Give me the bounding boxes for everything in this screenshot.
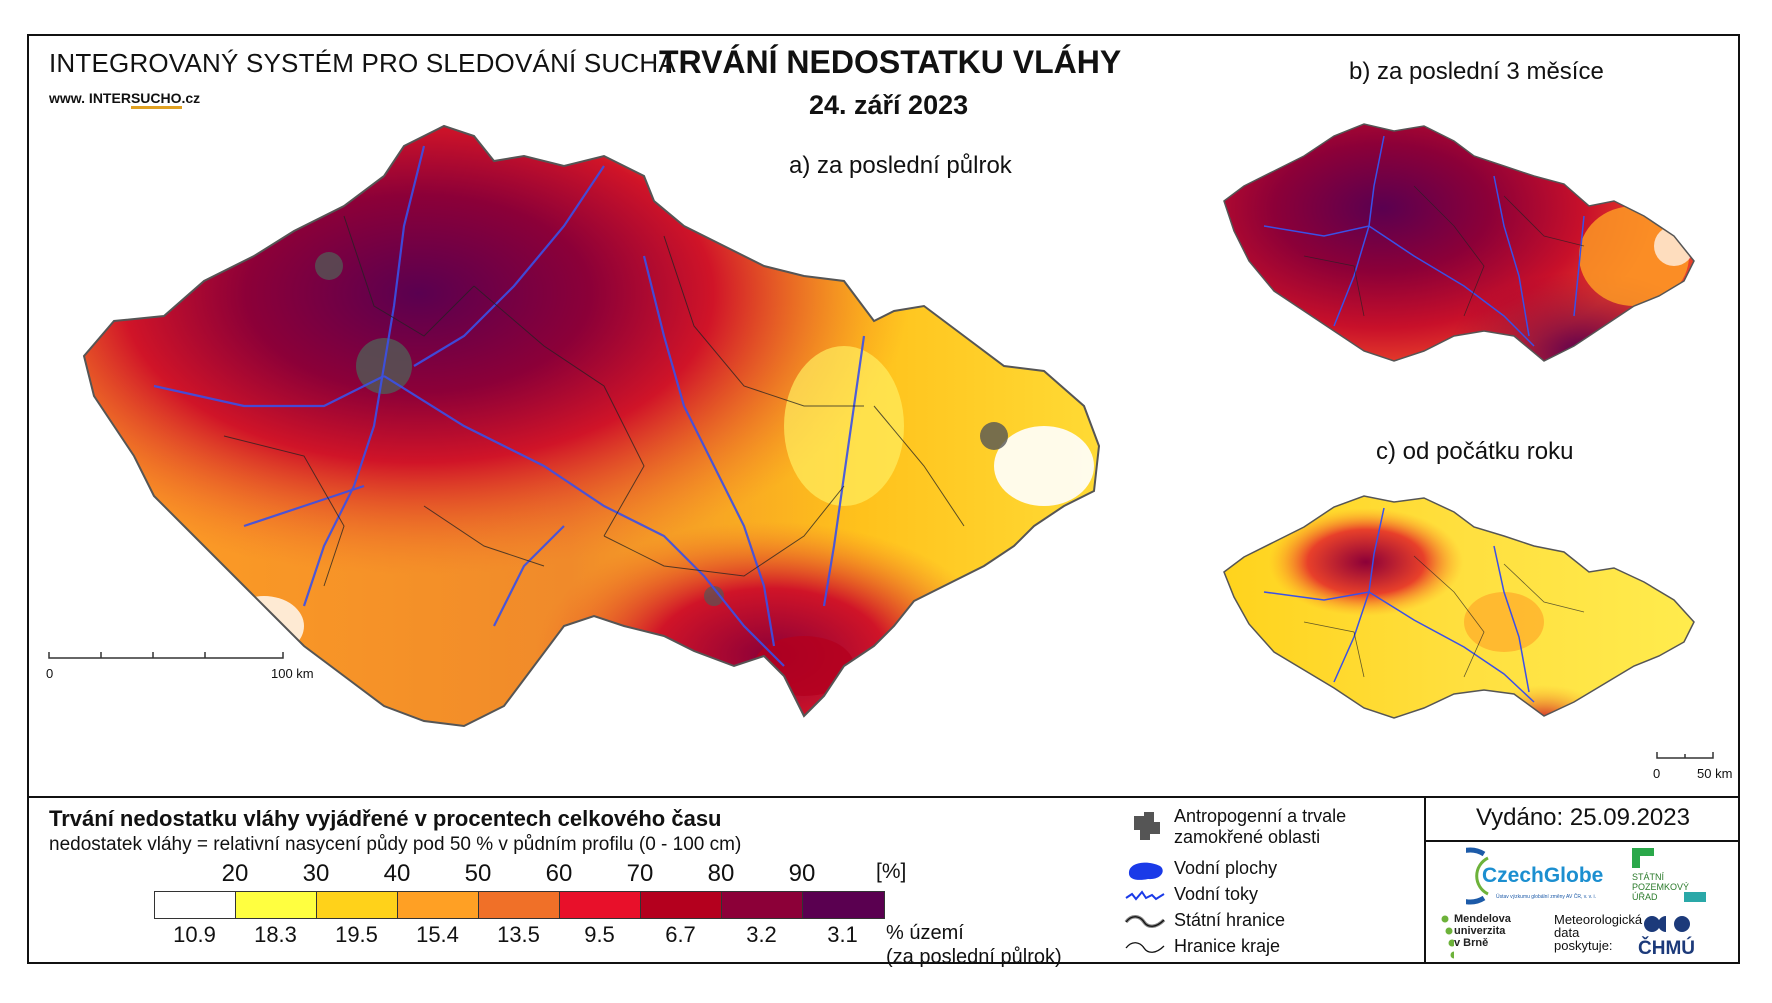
issuer-panel: Vydáno: 25.09.2023 CzechGlobe Ústav výzk… [1424,798,1740,964]
map-b-label: b) za poslední 3 měsíce [1349,58,1604,85]
svg-text:0: 0 [1653,766,1660,781]
legend-threshold: 90 [788,860,816,887]
legend-threshold: 20 [221,860,249,887]
legend-area-share: 3.2 [746,922,777,947]
legend-swatch [479,892,560,918]
czechglobe-logo: CzechGlobe Ústav výzkumu globální změny … [1466,847,1603,905]
map-c-label: c) od počátku roku [1376,438,1574,465]
mendel-dots-icon [1441,915,1454,959]
system-title: INTEGROVANÝ SYSTÉM PRO SLEDOVÁNÍ SUCHA [49,48,676,78]
water-course-icon [1125,890,1165,901]
water-body-icon [1128,862,1163,880]
state-border-icon [1124,915,1166,928]
legend-title: Trvání nedostatku vláhy vyjádřené v proc… [49,806,722,831]
map-a-label: a) za poslední půlrok [789,152,1012,179]
meteo-data-provider: Meteorologická data poskytuje: [1554,912,1643,953]
legend-swatch [803,892,884,918]
legend-threshold: 60 [545,860,573,887]
legend-area-share: 6.7 [665,922,696,947]
anthropogenic-area-icon [1134,812,1160,840]
region-border-icon [1125,942,1165,953]
legend-area-share: 15.4 [416,922,459,947]
mendel-university-logo: Mendelova univerzita v Brně [1441,913,1511,959]
legend-threshold: 50 [464,860,492,887]
legend-area-share: 9.5 [584,922,615,947]
legend-swatch [236,892,317,918]
legend-unit: [%] [876,860,907,883]
legend-subtitle: nedostatek vláhy = relativní nasycení pů… [49,834,742,855]
legend-swatch [398,892,479,918]
issued-date: Vydáno: 25.09.2023 [1426,798,1740,842]
svg-text:0: 0 [46,666,53,681]
legend-threshold: 30 [302,860,330,887]
legend-swatch [722,892,803,918]
legend-area-share: 13.5 [497,922,540,947]
svg-text:ČHMÚ: ČHMÚ [1638,937,1695,959]
map-c-since-start-of-year [1223,495,1695,719]
map-frame: INTEGROVANÝ SYSTÉM PRO SLEDOVÁNÍ SUCHA w… [27,34,1740,968]
website-url: www. INTERSUCHO.cz [49,90,200,109]
legend-swatch [641,892,722,918]
color-scale-bar [154,891,885,919]
spu-accent-icon [1684,892,1706,902]
legend-area-share: 10.9 [173,922,216,947]
spu-logo: STÁTNÍ POZEMKOVÝ ÚŘAD [1632,848,1732,908]
map-a-last-half-year [82,124,1101,728]
legend-swatch [560,892,641,918]
legend-swatch [155,892,236,918]
page-date: 24. září 2023 [809,90,969,120]
area-share-period: (za poslední půlrok) [886,946,1062,968]
spu-mark-icon [1632,848,1654,868]
legend-area-share: 19.5 [335,922,378,947]
legend-threshold: 80 [707,860,735,887]
chmu-logo: ČHMÚ [1638,916,1695,959]
scale-bar-c: 0 50 km [1653,752,1732,781]
legend-area-share: 3.1 [827,922,858,947]
area-share-label: % území [886,922,964,944]
legend-threshold: 70 [626,860,654,887]
legend-threshold: 40 [383,860,411,887]
legend-area-share: 18.3 [254,922,297,947]
map-b-last-3-months [1223,123,1695,362]
scale-bar-a: 0 100 km [46,652,314,681]
svg-text:CzechGlobe: CzechGlobe [1482,864,1603,887]
page-title: TRVÁNÍ NEDOSTATKU VLÁHY [659,44,1122,80]
legend-panel: Trvání nedostatku vláhy vyjádřené v proc… [29,796,1740,968]
legend-swatch [317,892,398,918]
svg-text:50 km: 50 km [1697,766,1732,781]
svg-text:100 km: 100 km [271,666,314,681]
svg-text:Ústav výzkumu globální změny A: Ústav výzkumu globální změny AV ČR, v. v… [1496,893,1596,900]
